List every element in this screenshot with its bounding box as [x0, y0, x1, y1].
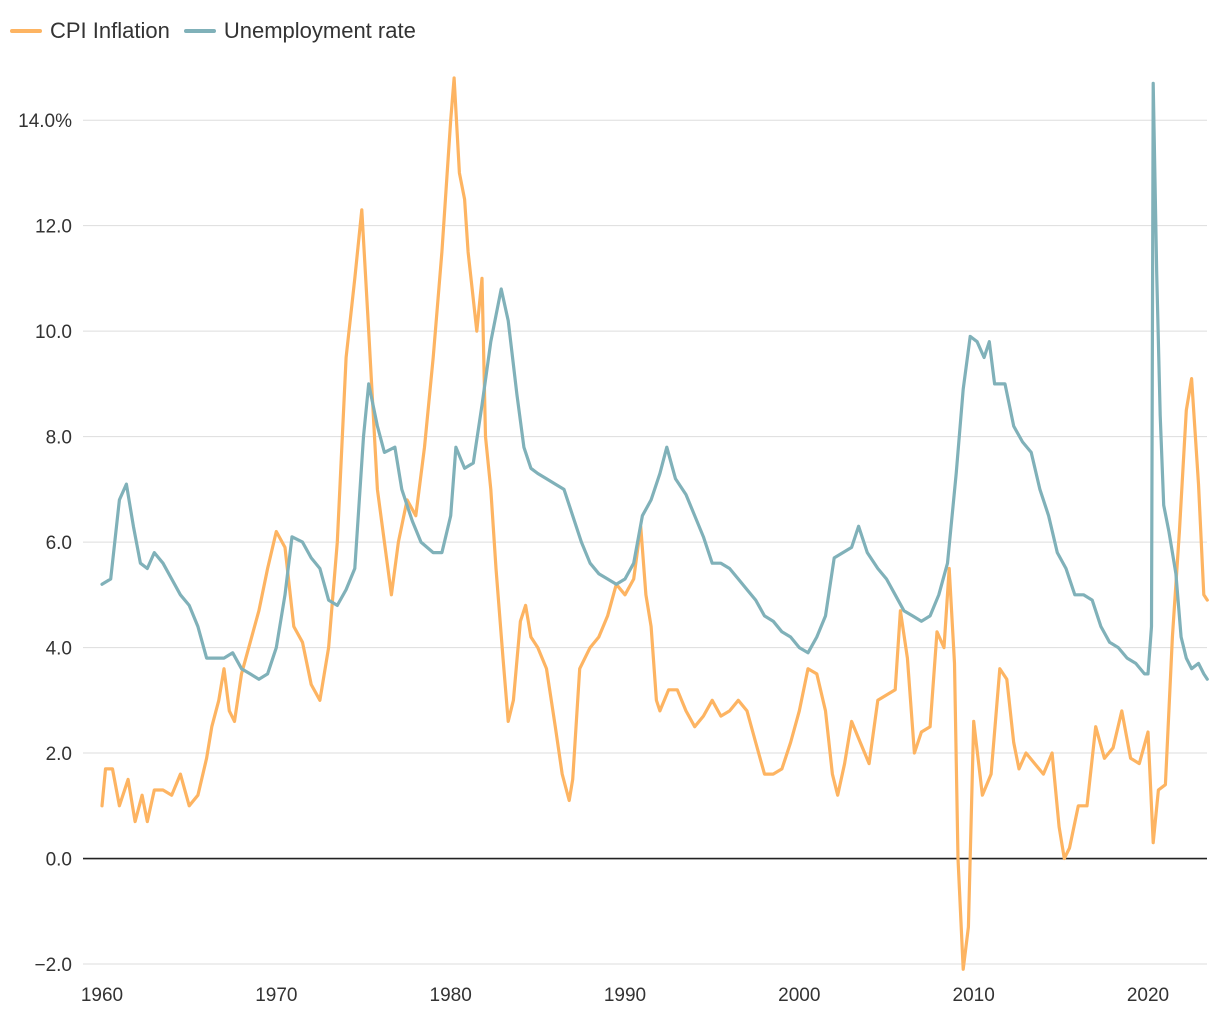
y-tick-label: 0.0 — [46, 850, 72, 871]
x-tick-label: 1960 — [81, 985, 123, 1006]
x-tick-label: 2010 — [953, 985, 995, 1006]
legend-item-cpi: CPI Inflation — [10, 18, 170, 44]
legend-swatch-unemployment — [183, 29, 216, 33]
x-tick-label: 1970 — [255, 985, 297, 1006]
y-tick-label: 2.0 — [46, 744, 72, 765]
y-tick-label: 6.0 — [46, 533, 72, 554]
legend-swatch-cpi — [10, 29, 42, 33]
y-tick-label: 14.0% — [18, 111, 72, 132]
y-tick-label: 4.0 — [46, 639, 72, 660]
y-tick-label: 10.0 — [35, 322, 72, 343]
legend-label-unemployment: Unemployment rate — [223, 18, 416, 43]
y-tick-label: 8.0 — [46, 428, 72, 449]
series-line-unemployment-rate — [100, 81, 1209, 681]
series-line-cpi-inflation — [100, 76, 1209, 971]
x-tick-label: 2020 — [1127, 985, 1169, 1006]
x-tick-label: 1980 — [430, 985, 472, 1006]
y-tick-label: −2.0 — [34, 955, 72, 976]
y-tick-label: 12.0 — [35, 217, 72, 238]
x-tick-label: 2000 — [778, 985, 820, 1006]
x-tick-label: 1990 — [604, 985, 646, 1006]
legend-item-unemployment: Unemployment rate — [183, 18, 416, 44]
legend-label-cpi: CPI Inflation — [50, 18, 170, 43]
legend: CPI Inflation Unemployment rate — [10, 18, 430, 44]
